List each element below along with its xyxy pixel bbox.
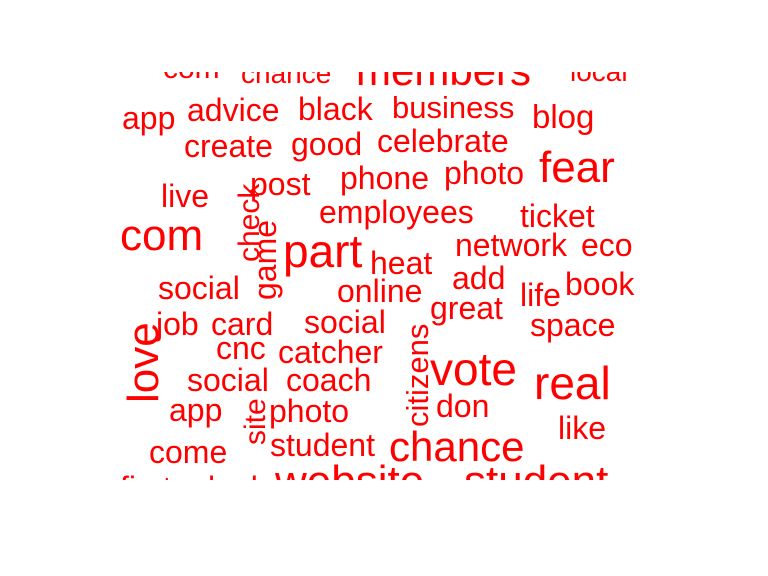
word: social [187, 362, 269, 398]
word: ticket [520, 198, 595, 234]
word: love [119, 322, 168, 403]
word: chance [389, 423, 525, 470]
word: look [208, 472, 267, 480]
word: phone [340, 160, 429, 196]
word: black [298, 91, 373, 127]
word: post [250, 166, 311, 202]
word: website [275, 460, 424, 481]
word: employees [319, 194, 474, 230]
word: advice [187, 92, 280, 128]
word: job [156, 306, 199, 342]
word: create [184, 128, 273, 164]
word: real [534, 357, 611, 409]
word: chance [241, 72, 332, 89]
word: eco [581, 227, 633, 263]
word: blog [532, 98, 595, 135]
word: fear [539, 143, 615, 192]
word: photo [269, 393, 350, 429]
word: business [392, 90, 515, 125]
word: com [163, 72, 220, 84]
word: cnc [216, 330, 266, 366]
word: members [356, 72, 531, 92]
word: great [430, 290, 503, 326]
word: add [452, 260, 506, 296]
word: catcher [278, 334, 383, 370]
word: site [239, 398, 272, 445]
word: network [455, 227, 568, 263]
word: app [122, 100, 176, 136]
word: card [211, 306, 274, 342]
word: good [291, 126, 363, 162]
word: space [530, 307, 616, 343]
word: don [436, 388, 490, 424]
word: local [570, 72, 628, 86]
word: com [120, 211, 204, 260]
word: like [558, 410, 607, 446]
word: part [283, 225, 363, 277]
word: student [270, 427, 375, 463]
word: life [520, 277, 561, 313]
word-cloud-area: com chance members local app advice blac… [110, 72, 658, 480]
word: game [247, 219, 283, 300]
word: citizens [400, 323, 435, 427]
word: vote [430, 343, 517, 395]
word: photo [444, 155, 525, 191]
word: app [169, 392, 223, 428]
word: come [149, 434, 228, 470]
word: coach [286, 362, 372, 398]
word: live [161, 178, 210, 214]
word: student [464, 460, 608, 481]
word: online [337, 273, 423, 309]
word: book [565, 266, 635, 302]
word: heat [370, 245, 433, 281]
word: first [120, 472, 172, 480]
word: social [304, 304, 386, 340]
word: social [158, 270, 240, 306]
word: celebrate [377, 123, 509, 159]
